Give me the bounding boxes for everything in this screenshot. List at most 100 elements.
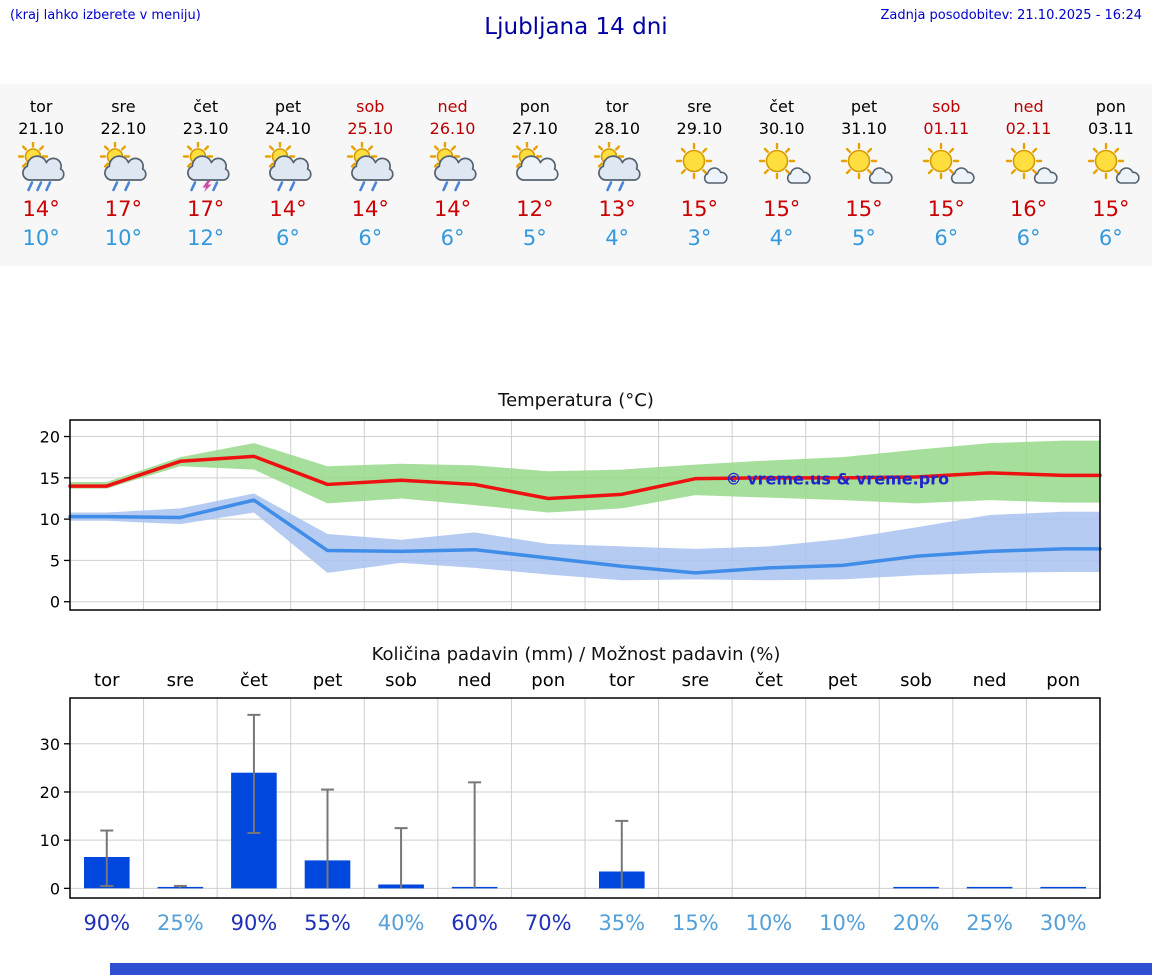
day-date: 25.10 bbox=[347, 119, 394, 138]
precip-probability: 10% bbox=[746, 911, 793, 935]
day-date: 31.10 bbox=[841, 119, 887, 138]
forecast-day-22.10: sre 22.10 17° 10° bbox=[82, 96, 164, 252]
day-name: čet bbox=[769, 97, 795, 116]
low-temp: 4° bbox=[769, 226, 794, 250]
day-name: pon bbox=[1095, 97, 1126, 116]
precip-day-label: ned bbox=[458, 670, 492, 691]
svg-text:30: 30 bbox=[40, 735, 60, 754]
precipitation-chart: tor sre čet pet sob ned pon tor sre čet pet sob ned p… bbox=[40, 670, 1101, 935]
forecast-day-28.10: tor 28.10 13° 4° bbox=[576, 96, 658, 252]
forecast-strip: tor 21.10 14° 10° sre 22.10 17° 10° čet 23.10 17° 1… bbox=[0, 84, 1152, 266]
menu-hint: (kraj lahko izberete v meniju) bbox=[10, 8, 201, 23]
weather-icon-mostly-sunny bbox=[1087, 142, 1140, 184]
svg-text:20: 20 bbox=[40, 428, 60, 447]
precip-day-label: sre bbox=[682, 670, 709, 691]
high-temp: 17° bbox=[104, 197, 143, 221]
high-temp: 15° bbox=[763, 197, 801, 221]
low-temp: 6° bbox=[1016, 226, 1041, 250]
day-date: 24.10 bbox=[265, 119, 311, 138]
weather-icon-mostly-sunny bbox=[840, 142, 893, 184]
precip-day-label: pet bbox=[313, 670, 343, 691]
weather-icon-mostly-sunny bbox=[1005, 142, 1058, 184]
day-date: 23.10 bbox=[182, 119, 229, 138]
precip-probability: 70% bbox=[525, 911, 572, 935]
high-temp: 15° bbox=[927, 197, 965, 221]
page-title: Ljubljana 14 dni bbox=[484, 14, 668, 40]
weather-icon-sun-showers bbox=[100, 142, 148, 192]
day-name: ned bbox=[437, 97, 468, 116]
header: (kraj lahko izberete v meniju) Ljubljana… bbox=[0, 0, 1152, 48]
forecast-day-23.10: čet 23.10 17° 12° bbox=[165, 96, 247, 252]
day-date: 30.10 bbox=[758, 119, 805, 138]
high-temp: 15° bbox=[680, 197, 719, 221]
precipitation-chart-title: Količina padavin (mm) / Možnost padavin … bbox=[371, 644, 781, 665]
high-temp: 14° bbox=[351, 197, 389, 221]
forecast-day-21.10: tor 21.10 14° 10° bbox=[0, 96, 82, 252]
precip-day-label: sob bbox=[385, 670, 417, 691]
precip-day-label: tor bbox=[609, 670, 635, 691]
max_temp-line bbox=[68, 454, 1102, 501]
precip-day-label: sre bbox=[167, 670, 194, 691]
precip-day-label: tor bbox=[94, 670, 120, 691]
precip-probability: 15% bbox=[672, 911, 719, 935]
low-temp: 5° bbox=[852, 226, 876, 250]
svg-text:0: 0 bbox=[50, 879, 60, 898]
day-name: tor bbox=[605, 97, 629, 116]
precip-probability: 25% bbox=[966, 911, 1013, 935]
precip-probability: 20% bbox=[893, 911, 940, 935]
min_temp-line bbox=[68, 498, 1102, 575]
high-temp: 16° bbox=[1009, 197, 1048, 221]
day-date: 22.10 bbox=[100, 119, 147, 138]
forecast-day-03.11: pon 03.11 15° 6° bbox=[1070, 96, 1152, 252]
day-date: 01.11 bbox=[923, 119, 970, 138]
precip-probability: 90% bbox=[231, 911, 278, 935]
precip-probability: 35% bbox=[598, 911, 645, 935]
precip-day-label: pon bbox=[1046, 670, 1080, 691]
weather-icon-sun-showers bbox=[429, 142, 477, 192]
svg-text:15: 15 bbox=[40, 469, 60, 488]
day-date: 02.11 bbox=[1005, 119, 1052, 138]
precip-probability: 60% bbox=[451, 911, 498, 935]
forecast-day-24.10: pet 24.10 14° 6° bbox=[247, 96, 329, 252]
day-name: čet bbox=[193, 97, 219, 116]
day-date: 21.10 bbox=[18, 119, 65, 138]
forecast-day-31.10: pet 31.10 15° 5° bbox=[823, 96, 905, 252]
temperature-section: Temperatura (°C) 0 5 10 15 20 © vreme.us & vr… bbox=[0, 388, 1152, 626]
precip-day-label: pet bbox=[828, 670, 858, 691]
precip-day-label: sob bbox=[900, 670, 932, 691]
day-name: ned bbox=[1013, 97, 1044, 116]
day-date: 03.11 bbox=[1087, 119, 1134, 138]
max_range-band bbox=[70, 440, 1100, 513]
weather-icon-mostly-sunny bbox=[923, 142, 975, 184]
high-temp: 12° bbox=[516, 197, 554, 221]
svg-text:20: 20 bbox=[40, 783, 60, 802]
low-temp: 10° bbox=[104, 226, 143, 250]
weather-icon-mostly-sunny bbox=[676, 142, 729, 184]
low-temp: 6° bbox=[440, 226, 465, 250]
day-name: pet bbox=[850, 97, 878, 116]
temperature-chart-title: Temperatura (°C) bbox=[498, 390, 654, 411]
weather-icon-sun-cloud bbox=[511, 142, 559, 181]
day-date: 28.10 bbox=[594, 119, 641, 138]
precip-bar bbox=[1040, 886, 1086, 889]
high-temp: 15° bbox=[1092, 197, 1130, 221]
svg-text:0: 0 bbox=[50, 593, 60, 612]
day-name: pet bbox=[274, 97, 302, 116]
weather-icon-mostly-sunny bbox=[758, 142, 811, 184]
watermark-link[interactable]: © vreme.us & vreme.pro bbox=[726, 469, 949, 488]
precip-probability: 55% bbox=[304, 911, 351, 935]
precip-day-label: čet bbox=[240, 670, 268, 691]
svg-text:5: 5 bbox=[50, 551, 60, 570]
precip-day-label: ned bbox=[973, 670, 1007, 691]
forecast-day-25.10: sob 25.10 14° 6° bbox=[329, 96, 411, 252]
forecast-day-26.10: ned 26.10 14° 6° bbox=[411, 96, 493, 252]
high-temp: 17° bbox=[187, 197, 225, 221]
precip-day-label: pon bbox=[531, 670, 565, 691]
high-temp: 13° bbox=[598, 197, 636, 221]
high-temp: 14° bbox=[22, 197, 60, 221]
day-name: sob bbox=[932, 97, 961, 116]
precip-bar bbox=[966, 886, 1013, 889]
low-temp: 12° bbox=[187, 226, 225, 250]
day-date: 26.10 bbox=[429, 119, 476, 138]
precip-probability: 10% bbox=[819, 911, 866, 935]
